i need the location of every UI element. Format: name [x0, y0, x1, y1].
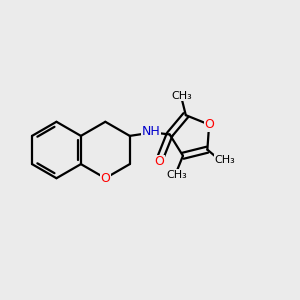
Text: O: O [154, 155, 164, 168]
Text: CH₃: CH₃ [214, 154, 235, 164]
Text: CH₃: CH₃ [167, 169, 188, 180]
Text: O: O [204, 118, 214, 131]
Text: NH: NH [142, 125, 161, 139]
Text: O: O [100, 172, 110, 185]
Text: CH₃: CH₃ [172, 91, 193, 101]
